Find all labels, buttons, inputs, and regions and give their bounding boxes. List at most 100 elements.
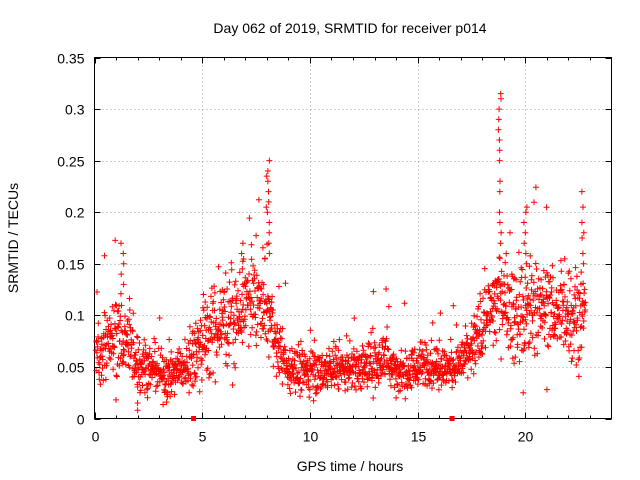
data-point xyxy=(286,385,293,392)
data-point xyxy=(351,383,358,390)
data-point xyxy=(472,323,479,330)
data-point xyxy=(232,336,239,343)
data-point xyxy=(523,204,530,211)
data-point xyxy=(168,348,175,355)
data-point xyxy=(186,389,193,396)
data-point xyxy=(482,344,489,351)
data-point xyxy=(376,349,383,356)
data-point xyxy=(235,287,241,294)
data-point xyxy=(306,394,313,401)
data-point xyxy=(539,299,546,306)
data-point xyxy=(384,324,391,330)
data-point xyxy=(96,376,103,383)
data-point xyxy=(224,286,231,292)
data-point xyxy=(293,349,300,356)
data-point xyxy=(224,330,231,337)
data-point xyxy=(477,298,484,305)
data-point xyxy=(370,395,377,401)
data-point xyxy=(571,324,578,331)
data-point xyxy=(437,361,443,368)
data-point xyxy=(122,361,129,368)
data-point xyxy=(531,199,537,206)
data-point xyxy=(166,364,173,370)
data-point xyxy=(367,352,374,359)
data-point xyxy=(292,389,299,396)
data-point xyxy=(95,320,102,327)
data-point xyxy=(142,342,149,349)
data-point xyxy=(248,256,255,263)
data-point xyxy=(276,283,282,290)
data-point xyxy=(418,351,425,358)
data-point xyxy=(102,376,109,383)
data-point xyxy=(383,335,390,342)
data-point xyxy=(499,288,506,295)
data-point xyxy=(252,288,258,294)
data-point xyxy=(196,388,203,395)
data-point xyxy=(287,390,294,397)
data-point xyxy=(125,342,131,349)
data-point xyxy=(122,327,129,334)
data-point xyxy=(263,173,270,180)
data-point xyxy=(227,315,234,322)
data-point xyxy=(464,374,471,381)
data-point xyxy=(497,178,503,185)
data-point xyxy=(531,345,538,352)
data-point xyxy=(427,377,434,384)
data-point xyxy=(268,299,275,306)
data-point xyxy=(377,373,384,379)
data-point xyxy=(195,364,201,371)
data-point xyxy=(508,286,515,293)
data-point xyxy=(438,356,445,362)
data-point xyxy=(358,352,365,359)
data-point xyxy=(264,209,271,216)
data-point xyxy=(495,276,502,282)
data-point xyxy=(191,370,198,377)
data-point xyxy=(580,260,587,267)
data-point xyxy=(540,267,547,274)
data-point xyxy=(383,286,390,292)
data-point xyxy=(297,338,304,345)
data-point xyxy=(219,317,226,324)
data-point xyxy=(519,293,526,300)
data-point xyxy=(150,358,157,365)
data-point xyxy=(490,297,497,304)
data-point xyxy=(491,329,498,335)
data-point xyxy=(242,322,249,329)
data-point xyxy=(499,321,506,328)
data-point xyxy=(387,376,393,383)
data-point xyxy=(275,339,282,346)
data-point xyxy=(211,289,218,296)
data-point xyxy=(198,361,205,368)
data-point xyxy=(121,347,128,354)
data-point xyxy=(276,369,283,376)
data-point xyxy=(266,157,273,164)
data-point xyxy=(189,362,196,369)
data-point xyxy=(416,346,423,353)
data-point xyxy=(100,377,107,384)
data-point xyxy=(472,357,478,364)
gap-marker xyxy=(449,416,455,421)
data-point xyxy=(337,370,344,377)
data-point xyxy=(178,371,185,378)
data-point xyxy=(498,268,505,275)
data-point xyxy=(496,255,503,262)
data-point xyxy=(267,317,273,324)
data-point xyxy=(506,299,513,306)
data-point xyxy=(108,321,115,328)
data-point xyxy=(502,289,508,296)
data-point xyxy=(310,397,317,404)
data-point xyxy=(305,378,312,384)
data-point xyxy=(126,321,133,328)
data-point xyxy=(226,352,233,359)
data-point xyxy=(247,331,254,338)
data-point xyxy=(329,348,336,355)
data-point xyxy=(544,342,551,349)
data-point xyxy=(228,309,234,316)
data-point xyxy=(528,272,535,279)
data-point xyxy=(232,278,239,285)
data-point xyxy=(199,357,206,364)
data-point xyxy=(208,293,214,300)
data-point xyxy=(125,348,132,355)
data-point xyxy=(543,204,550,211)
data-point xyxy=(447,336,454,343)
